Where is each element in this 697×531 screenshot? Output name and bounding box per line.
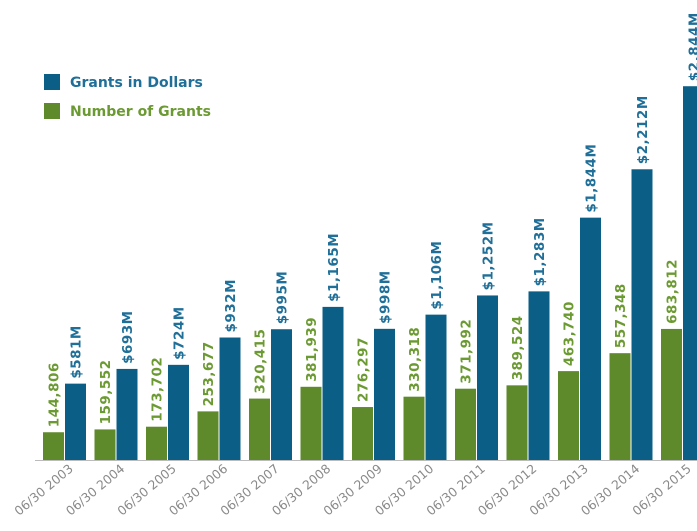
legend-swatch <box>44 103 60 119</box>
value-label: $1,106M <box>429 241 445 310</box>
bar <box>168 364 189 460</box>
value-label: 371,992 <box>459 319 475 384</box>
value-label: $1,252M <box>481 221 497 290</box>
bar <box>403 396 425 460</box>
value-label: 253,677 <box>201 341 217 406</box>
bar <box>219 337 241 460</box>
bar <box>249 398 270 460</box>
bar <box>352 407 373 460</box>
legend-label: Grants in Dollars <box>70 75 203 91</box>
bar <box>455 388 476 460</box>
value-label: $2,212M <box>635 95 651 164</box>
value-label: 159,552 <box>98 359 114 424</box>
value-label: 381,939 <box>304 317 320 382</box>
bar <box>300 386 322 460</box>
bar <box>477 295 498 460</box>
bar <box>683 86 697 461</box>
bar <box>374 328 395 460</box>
value-label: $1,165M <box>326 233 342 302</box>
legend-swatch <box>44 74 60 90</box>
value-label: $2,844M <box>687 12 697 81</box>
bar <box>322 306 344 460</box>
bar <box>146 426 167 460</box>
value-label: $1,283M <box>532 217 548 286</box>
value-label: 144,806 <box>47 362 63 427</box>
value-label: 683,812 <box>665 259 681 324</box>
value-label: 330,318 <box>407 327 423 392</box>
bar <box>94 429 116 460</box>
value-label: $581M <box>69 325 85 379</box>
value-label: $995M <box>275 271 291 325</box>
bar <box>609 353 631 460</box>
bar <box>580 217 601 460</box>
legend-label: Number of Grants <box>70 104 211 120</box>
value-label: $998M <box>378 270 394 324</box>
bar <box>528 291 550 460</box>
value-label: $724M <box>172 306 188 360</box>
bar <box>661 328 682 460</box>
value-label: 276,297 <box>356 337 372 402</box>
value-label: $693M <box>120 310 136 364</box>
value-label: 557,348 <box>613 283 629 348</box>
bar <box>558 371 579 460</box>
bar <box>65 383 86 460</box>
bar <box>425 314 447 460</box>
bar <box>43 432 64 460</box>
bar <box>116 368 138 460</box>
value-label: $1,844M <box>584 144 600 213</box>
value-label: 463,740 <box>562 301 578 366</box>
bar <box>271 329 292 460</box>
bar <box>197 411 219 460</box>
value-label: 320,415 <box>253 329 269 394</box>
value-label: 389,524 <box>510 315 526 380</box>
bar <box>506 385 528 460</box>
value-label: 173,702 <box>150 357 166 422</box>
value-label: $932M <box>223 279 239 333</box>
bar <box>631 169 653 460</box>
